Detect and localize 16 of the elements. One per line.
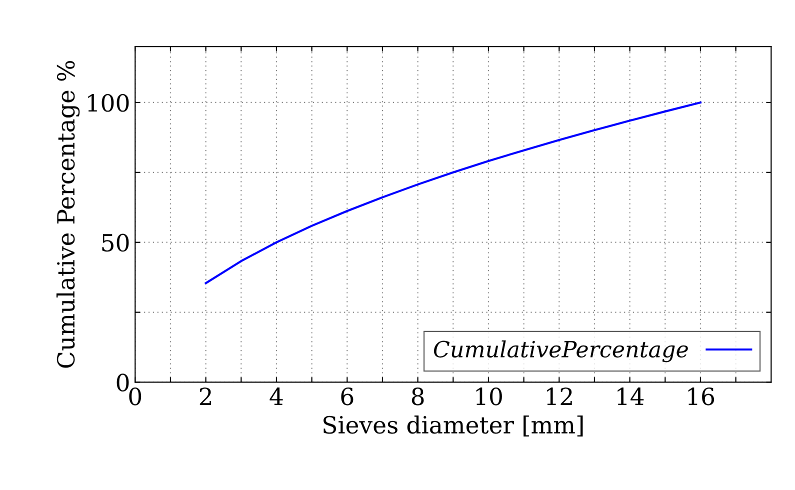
x-tick-label: 4 (270, 387, 283, 405)
legend-label: CumulativePercentage (434, 340, 688, 362)
x-tick-label: 2 (200, 387, 212, 405)
x-axis-title: Sieves diameter [mm] (324, 415, 583, 437)
x-tick-label: 14 (618, 387, 644, 405)
line-series (204, 101, 702, 284)
x-tick-label: 10 (476, 387, 502, 406)
y-tick-label: 100 (88, 94, 129, 112)
x-tick-label: 6 (341, 387, 354, 406)
y-axis-title: Cumulative Percentage % (56, 60, 80, 368)
y-tick-label: 50 (102, 234, 129, 252)
x-tick-label: 8 (412, 387, 424, 406)
x-tick-label: 16 (688, 387, 714, 406)
y-tick-label: 0 (116, 374, 129, 392)
x-tick-label: 0 (129, 387, 142, 406)
x-tick-label: 12 (547, 387, 572, 405)
